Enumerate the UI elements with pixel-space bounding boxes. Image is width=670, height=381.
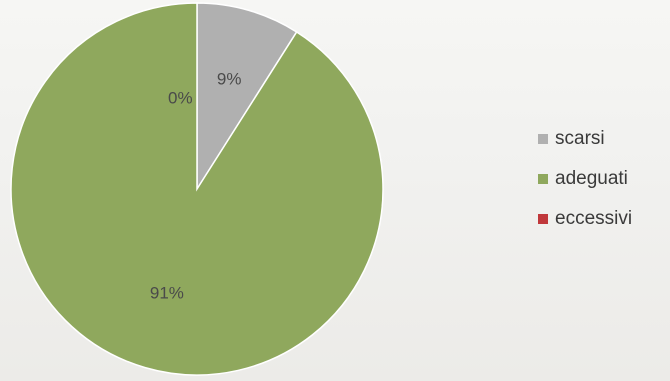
legend-label-eccessivi: eccessivi	[555, 208, 633, 229]
legend-swatch-eccessivi	[538, 214, 548, 224]
pie-slice-adeguati	[10, 2, 384, 376]
legend-item-eccessivi: eccessivi	[538, 208, 632, 230]
legend-swatch-scarsi	[538, 134, 548, 144]
slice-label-scarsi: 9%	[217, 69, 242, 88]
pie-slice-scarsi	[196, 2, 298, 192]
legend-item-scarsi: scarsi	[538, 128, 632, 150]
legend-item-adeguati: adeguati	[538, 168, 632, 190]
slice-label-adeguati: 91%	[150, 284, 184, 303]
pie-labels: 9% 91% 0%	[150, 69, 242, 302]
legend-swatch-adeguati	[538, 174, 548, 184]
legend: scarsi adeguati eccessivi	[538, 128, 632, 230]
slice-label-eccessivi: 0%	[168, 89, 193, 108]
pie-slices	[10, 2, 384, 376]
legend-label-scarsi: scarsi	[555, 128, 605, 149]
legend-label-adeguati: adeguati	[555, 168, 628, 189]
